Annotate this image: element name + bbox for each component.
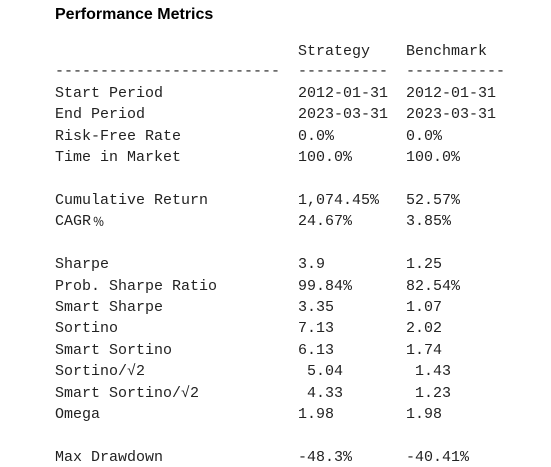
row-value: 82.54% [406,277,461,295]
row-label: Sortino [55,320,119,338]
row-label: Risk-Free Rate [55,127,182,145]
row-value: 1.07 [406,299,443,316]
row-label: Time in Market [55,149,182,167]
row-label: Max Drawdown [55,448,164,466]
row-value: 1.25 [406,256,443,274]
row-value: 0.0% [406,127,443,145]
column-header: Strategy [298,43,371,60]
row-value: 24.67% [298,213,353,231]
row-label: Sharpe [55,256,110,274]
separator: ------------------------- [55,63,281,80]
row-label: Cumulative Return [55,192,209,209]
separator: ----------- [406,63,506,80]
row-value: 2023-03-31 [298,106,389,124]
row-value: 1,074.45% [298,192,380,209]
row-value: 2.02 [406,320,443,338]
row-label: Prob. Sharpe Ratio [55,277,218,295]
row-value: 100.0% [406,149,461,167]
column-header: Benchmark [406,43,488,60]
row-label: Smart Sortino/√2 [55,384,200,402]
row-value: 0.0% [298,127,335,145]
row-value: 1.74 [406,341,443,359]
row-value: 3.35 [298,299,335,316]
row-value: 5.04 [298,363,344,381]
row-value: 99.84% [298,277,353,295]
row-value: 100.0% [298,149,353,167]
row-value: 1.98 [406,406,443,423]
row-label: CAGR﹪ [55,213,107,231]
row-value: 1.43 [406,363,452,381]
row-value: 1.98 [298,406,335,423]
row-label: Start Period [55,85,164,102]
row-label: Smart Sharpe [55,299,164,316]
row-value: 52.57% [406,192,461,209]
row-value: 6.13 [298,341,335,359]
row-label: Sortino/√2 [55,363,146,381]
row-label: Omega [55,406,101,423]
row-label: End Period [55,106,146,124]
row-value: 1.23 [406,384,452,402]
row-value: 3.9 [298,256,326,274]
row-value: 3.85% [406,213,452,231]
row-value: -48.3% [298,448,353,466]
row-label: Smart Sortino [55,341,173,359]
separator: ---------- [298,63,389,80]
row-value: 2012-01-31 [406,85,497,102]
title: Performance Metrics [55,6,214,23]
row-value: -40.41% [406,448,470,466]
row-value: 2023-03-31 [406,106,497,124]
row-value: 7.13 [298,320,335,338]
row-value: 4.33 [298,384,344,402]
row-value: 2012-01-31 [298,85,389,102]
